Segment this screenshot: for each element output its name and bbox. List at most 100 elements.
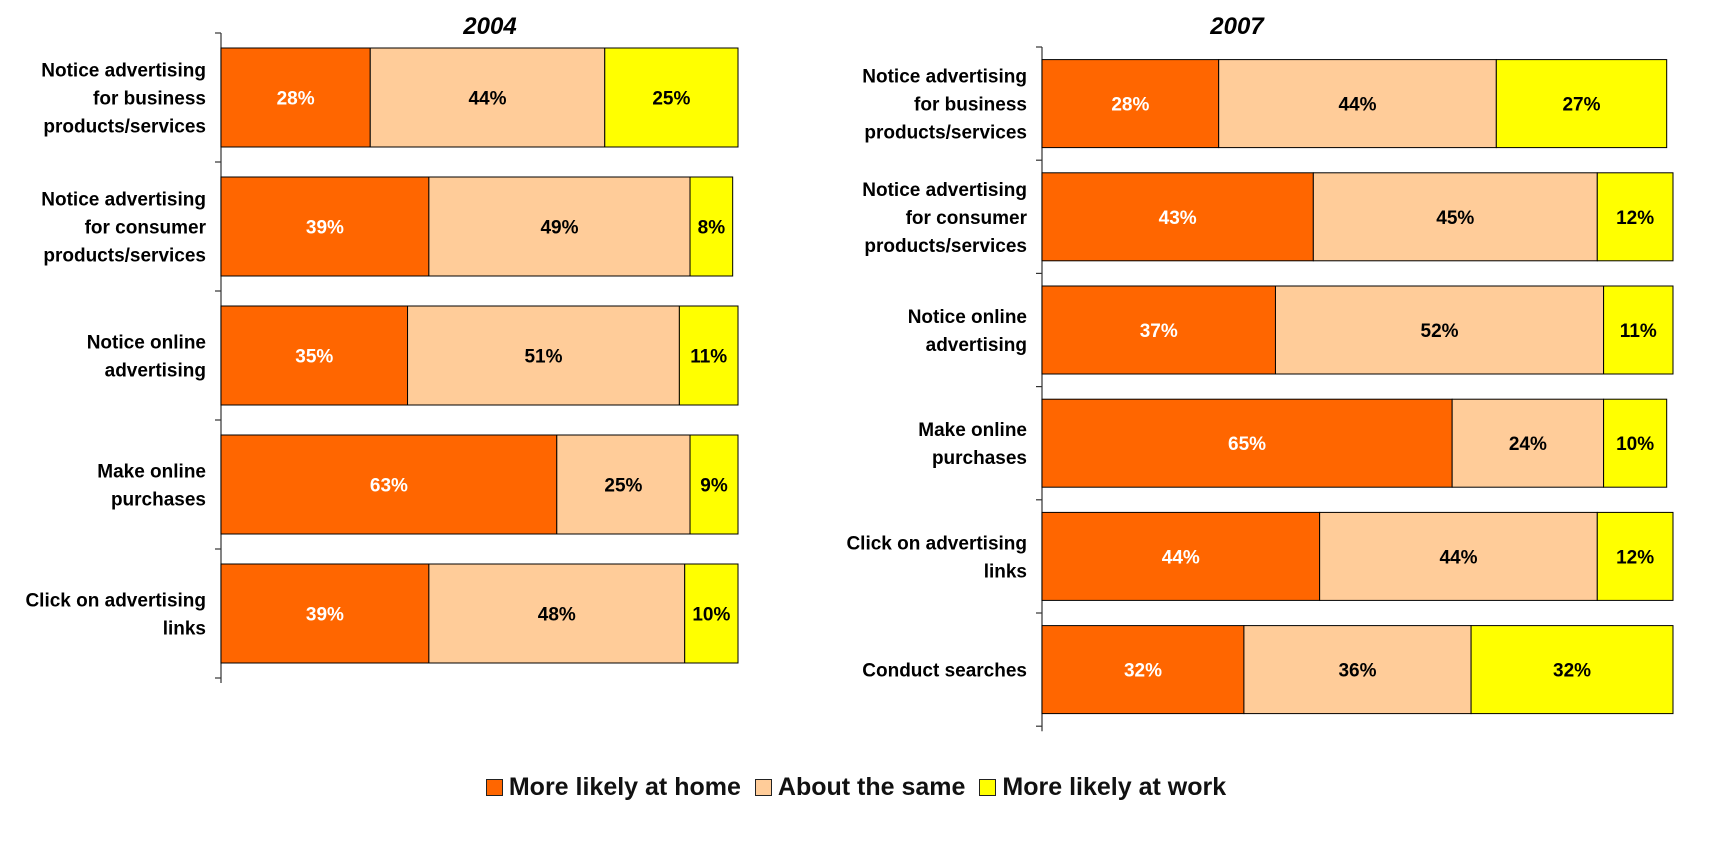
data-label-same: 48% (538, 605, 576, 626)
bar-segment-same (428, 176, 691, 277)
category-label: Make online (918, 420, 1027, 441)
category-label: products/services (864, 236, 1027, 257)
category-label: for consumer (85, 218, 207, 239)
data-label-home: 39% (306, 218, 344, 239)
bar-segment-home (220, 176, 430, 277)
bar-segment-work (1603, 398, 1668, 488)
bar-segment-work (689, 176, 734, 277)
category-label: Click on advertising (25, 591, 206, 612)
bar-segment-work (1470, 625, 1674, 715)
category-label: for business (914, 95, 1027, 116)
category-label: purchases (932, 448, 1027, 469)
data-label-work: 8% (698, 218, 726, 239)
bar-segment-same (1274, 285, 1605, 375)
bar-segment-work (1495, 59, 1668, 149)
data-label-work: 11% (690, 347, 727, 368)
data-label-work: 11% (1620, 321, 1657, 342)
data-label-same: 49% (540, 218, 578, 239)
data-label-same: 51% (524, 347, 562, 368)
category-label: advertising (926, 335, 1027, 356)
bar-segment-same (407, 305, 680, 406)
bar-segment-same (1312, 172, 1598, 262)
category-label: Notice advertising (41, 190, 206, 211)
category-label: Notice advertising (862, 67, 1027, 88)
legend-swatch-same (754, 778, 772, 796)
data-label-home: 35% (295, 347, 333, 368)
legend-label-home: More likely at home (508, 772, 741, 801)
bar-segment-work (689, 434, 739, 535)
legend-item-work: More likely at work (979, 773, 1226, 802)
bar-segment-same (369, 47, 606, 148)
category-label: purchases (111, 490, 206, 511)
category-label: Notice advertising (862, 180, 1027, 201)
data-label-same: 25% (604, 476, 642, 497)
bar-segment-work (1596, 172, 1674, 262)
data-label-home: 28% (277, 89, 315, 110)
legend-swatch-work (979, 778, 997, 796)
data-label-home: 37% (1140, 321, 1178, 342)
legend-label-work: More likely at work (1002, 772, 1227, 801)
chart-legend: More likely at home About the same More … (0, 772, 1712, 802)
data-label-home: 28% (1111, 95, 1149, 116)
data-label-work: 27% (1562, 95, 1600, 116)
bar-segment-home (220, 305, 409, 406)
category-label: Make online (97, 462, 206, 483)
legend-label-same: About the same (777, 772, 966, 801)
bar-segment-work (1596, 511, 1674, 601)
data-label-home: 65% (1228, 434, 1266, 455)
category-label: Notice online (87, 333, 206, 354)
bar-segment-home (1041, 511, 1321, 601)
bar-segment-home (220, 47, 371, 148)
data-label-home: 43% (1159, 208, 1197, 229)
category-label: for business (93, 89, 206, 110)
data-label-home: 44% (1162, 547, 1200, 568)
category-label: Notice advertising (41, 61, 206, 82)
data-label-home: 63% (370, 476, 408, 497)
legend-item-home: More likely at home (485, 772, 741, 802)
bar-segment-work (678, 305, 739, 406)
data-label-work: 9% (700, 476, 728, 497)
category-label: links (163, 619, 206, 640)
chart-title-2004: 2004 (462, 13, 516, 40)
bar-segment-same (1218, 59, 1497, 149)
bar-segment-work (604, 47, 739, 148)
bar-segment-work (1603, 285, 1674, 375)
bar-segment-work (684, 563, 739, 664)
data-label-work: 32% (1553, 661, 1591, 682)
data-label-work: 10% (692, 605, 730, 626)
category-label: products/services (43, 246, 206, 267)
category-label: advertising (105, 361, 206, 382)
bar-segment-same (1319, 511, 1598, 601)
bar-segment-home (220, 563, 430, 664)
category-label: products/services (864, 123, 1027, 144)
data-label-home: 39% (306, 605, 344, 626)
data-label-same: 52% (1421, 321, 1459, 342)
bar-segment-same (556, 434, 691, 535)
data-label-same: 44% (1439, 547, 1477, 568)
data-label-work: 12% (1616, 208, 1654, 229)
legend-item-same: About the same (754, 772, 966, 802)
category-label: Notice online (908, 307, 1027, 328)
data-label-work: 10% (1616, 434, 1654, 455)
data-label-work: 12% (1616, 547, 1654, 568)
bar-segment-same (428, 563, 686, 664)
category-label: links (984, 561, 1027, 582)
bar-segment-same (1243, 625, 1472, 715)
legend-swatch-home (485, 778, 503, 796)
data-label-same: 24% (1509, 434, 1547, 455)
category-label: Conduct searches (862, 661, 1027, 682)
bar-segment-home (1041, 398, 1453, 488)
bar-segment-same (1451, 398, 1605, 488)
data-label-same: 44% (468, 89, 506, 110)
data-label-same: 45% (1436, 208, 1474, 229)
category-label: Click on advertising (846, 533, 1027, 554)
category-label: products/services (43, 117, 206, 138)
data-label-same: 44% (1338, 95, 1376, 116)
data-label-home: 32% (1124, 661, 1162, 682)
data-label-work: 25% (652, 89, 690, 110)
category-label: for consumer (906, 208, 1028, 229)
bar-segment-home (220, 434, 558, 535)
chart-title-2007: 2007 (1209, 13, 1265, 40)
data-label-same: 36% (1338, 661, 1376, 682)
